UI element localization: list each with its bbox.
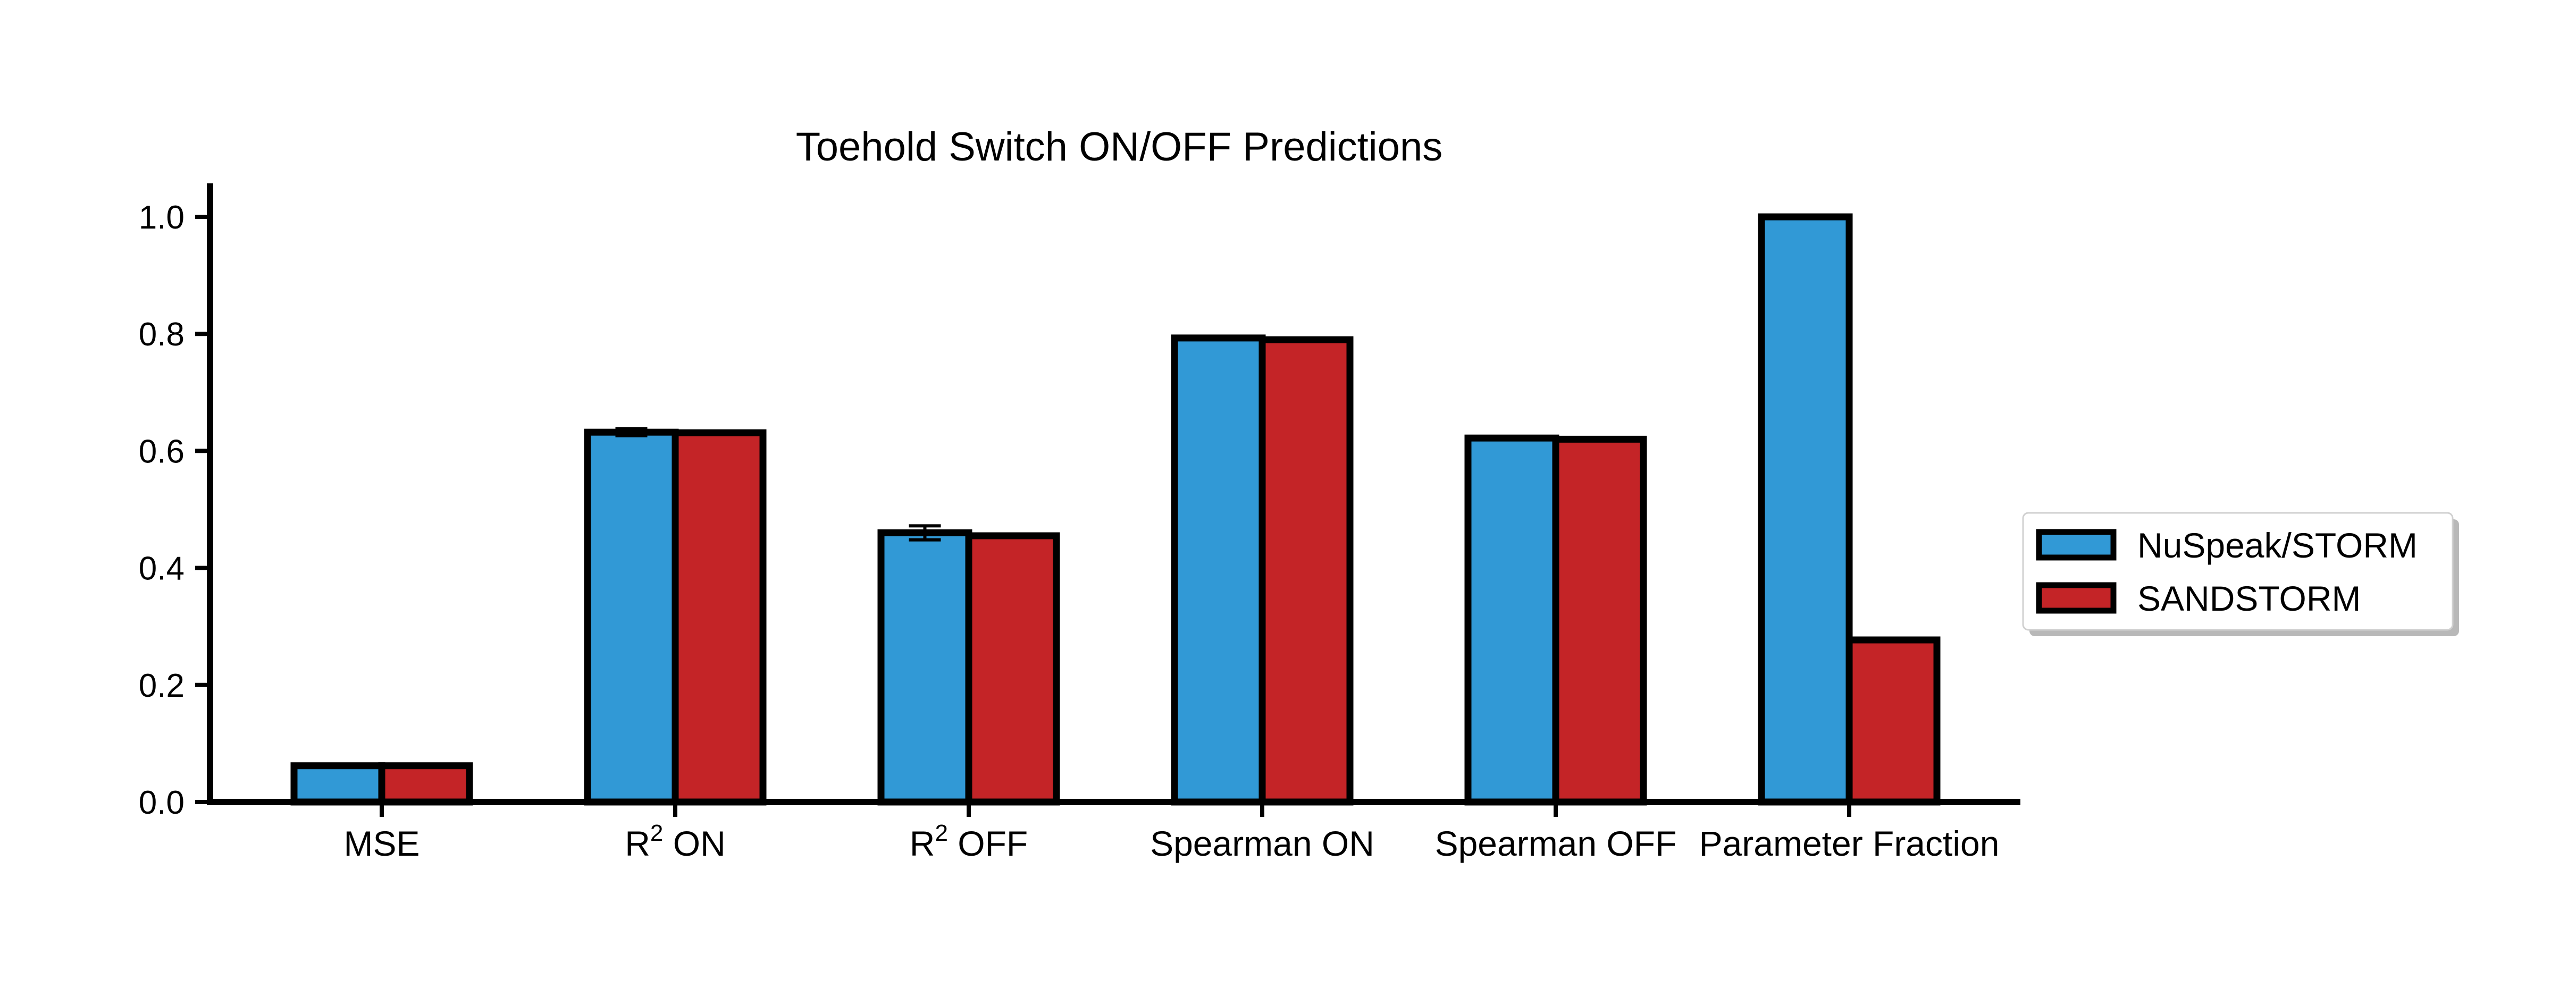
legend-label-0: NuSpeak/STORM	[2137, 526, 2418, 565]
bar-nuspeak-3	[1171, 334, 1266, 806]
x-tick-label: Spearman ON	[1150, 824, 1374, 863]
x-tick-label: Spearman OFF	[1435, 824, 1677, 863]
legend-label-1: SANDSTORM	[2137, 579, 2361, 618]
bar-nuspeak-2	[877, 529, 972, 806]
axes: 0.0 0.2 0.4 0.6 0.8 1.0 MSE R2 ON R2 OFF Spearman…	[139, 183, 2020, 863]
y-tick-label: 1.0	[139, 199, 184, 236]
x-tick-label: R2 ON	[625, 820, 726, 863]
legend-swatch-0	[2036, 529, 2117, 561]
x-tick-label: Parameter Fraction	[1699, 824, 2000, 863]
legend: NuSpeak/STORM SANDSTORM	[2022, 512, 2459, 636]
bar-nuspeak-4	[1464, 434, 1559, 806]
bar-sandstorm-4	[1552, 435, 1647, 806]
error-bar-2	[909, 524, 941, 542]
bar-sandstorm-5	[1845, 636, 1941, 806]
bar-nuspeak-1	[584, 428, 679, 806]
bar-sandstorm-1	[672, 429, 767, 806]
x-tick-label: R2 OFF	[910, 820, 1028, 863]
error-bar-1	[615, 427, 648, 437]
y-tick-label: 0.0	[139, 784, 184, 821]
error-bar-4	[1496, 435, 1528, 441]
y-tick-label: 0.8	[139, 316, 184, 353]
bar-sandstorm-2	[965, 532, 1060, 806]
bar-sandstorm-0	[378, 762, 473, 806]
bar-nuspeak-5	[1758, 213, 1853, 806]
y-tick-label: 0.6	[139, 433, 184, 470]
bar-sandstorm-3	[1258, 336, 1354, 806]
legend-swatch-1	[2036, 582, 2117, 614]
chart-title: Toehold Switch ON/OFF Predictions	[796, 124, 1442, 170]
x-tick-label: MSE	[343, 824, 419, 863]
bar-nuspeak-0	[290, 762, 385, 806]
legend-box	[2022, 512, 2454, 631]
y-tick-label: 0.2	[139, 668, 184, 704]
y-tick-label: 0.4	[139, 551, 184, 587]
